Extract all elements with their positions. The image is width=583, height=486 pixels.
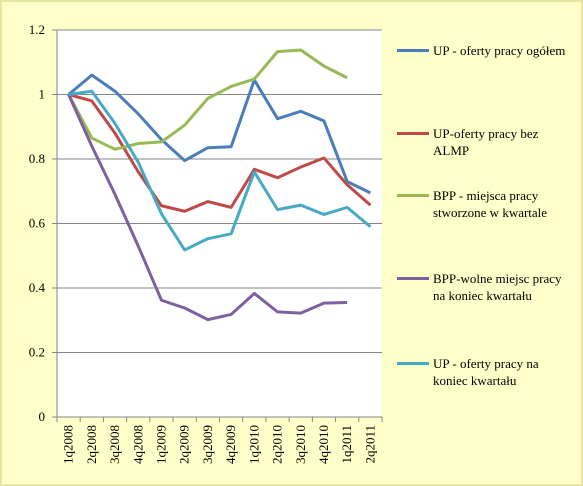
- x-tick-label: 1q2010: [246, 425, 261, 464]
- y-tick-label: 0.4: [29, 280, 46, 295]
- legend-item: BPP - miejsca pracy stworzone w kwartale: [397, 187, 577, 221]
- series-line: [67, 93, 348, 322]
- legend-item: UP - oferty pracy ogółem: [397, 42, 577, 59]
- y-tick-label: 0.2: [29, 345, 45, 360]
- x-tick-label: 3q2009: [200, 425, 215, 464]
- legend-swatch: [397, 362, 429, 365]
- series-line: [68, 89, 372, 252]
- x-tick-label: 4q2009: [223, 425, 238, 464]
- legend-label: BPP-wolne miejsc pracy na koniec kwartał…: [433, 271, 562, 303]
- legend-label: UP - oferty pracy ogółem: [433, 43, 566, 58]
- x-tick-label: 2q2011: [362, 425, 377, 464]
- y-tick-label: 1: [39, 87, 46, 102]
- x-tick-label: 4q2008: [130, 425, 145, 464]
- legend-swatch: [397, 49, 429, 52]
- legend-swatch: [397, 132, 429, 135]
- legend-item: UP-oferty pracy bez ALMP: [397, 125, 577, 159]
- x-tick-label: 2q2009: [177, 425, 192, 464]
- x-tick-label: 2q2010: [270, 425, 285, 464]
- y-tick-label: 0.8: [29, 151, 45, 166]
- series-line: [68, 93, 372, 213]
- legend-item: BPP-wolne miejsc pracy na koniec kwartał…: [397, 270, 577, 304]
- y-tick-label: 0.6: [29, 216, 46, 231]
- y-tick-label: 1.2: [29, 22, 45, 37]
- x-tick-label: 3q2010: [293, 425, 308, 464]
- x-tick-label: 1q2008: [61, 425, 76, 464]
- series-line: [67, 48, 348, 151]
- legend-swatch: [397, 277, 429, 280]
- series-line: [67, 73, 372, 195]
- x-tick-label: 1q2009: [153, 425, 168, 464]
- x-tick-label: 4q2010: [316, 425, 331, 464]
- legend-item: UP - oferty pracy na koniec kwartału: [397, 355, 577, 389]
- legend-swatch: [397, 194, 429, 197]
- legend-label: BPP - miejsca pracy stworzone w kwartale: [433, 188, 548, 220]
- legend-label: UP-oferty pracy bez ALMP: [433, 126, 539, 158]
- legend-label: UP - oferty pracy na koniec kwartału: [433, 356, 539, 388]
- x-tick-label: 3q2008: [107, 425, 122, 464]
- x-tick-label: 1q2011: [339, 425, 354, 464]
- y-tick-label: 0: [39, 409, 46, 424]
- x-tick-label: 2q2008: [84, 425, 99, 464]
